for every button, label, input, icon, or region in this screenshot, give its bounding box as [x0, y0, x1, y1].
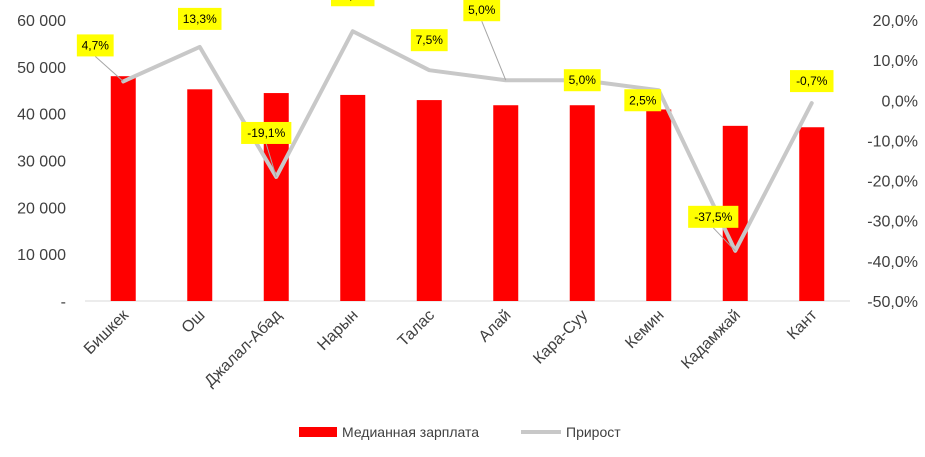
data-labels: 4,7% 13,3% -19,1% 17,2% 7,5% 5,0% 5,0% 2,5% -37,…: [76, 0, 834, 252]
left-tick-label: 40 000: [17, 107, 66, 124]
data-label-box: [178, 7, 222, 30]
bar: [110, 76, 136, 301]
bar: [799, 127, 825, 301]
data-label-box: [463, 0, 501, 22]
category-label: Кадамжай: [678, 307, 744, 373]
data-label: 2,5%: [629, 93, 657, 107]
data-label: 13,3%: [183, 12, 217, 26]
bar: [493, 105, 519, 301]
category-label: Алай: [476, 307, 515, 346]
data-label-box: [410, 29, 448, 52]
left-tick-label: 10 000: [17, 247, 66, 264]
data-label: 17,2%: [336, 0, 370, 2]
bar: [569, 105, 595, 301]
left-tick-label: 50 000: [17, 60, 66, 77]
data-label-box: [688, 205, 739, 228]
right-tick-label: 20,0%: [873, 13, 918, 30]
category-label: Ош: [179, 307, 209, 337]
data-label: 5,0%: [468, 3, 496, 17]
data-label: 4,7%: [82, 38, 110, 52]
right-tick-label: -40,0%: [867, 254, 918, 271]
bar: [416, 100, 442, 302]
category-label: Бишкек: [81, 306, 133, 358]
legend-label-bar: Медианная зарплата: [342, 424, 479, 440]
right-tick-label: -10,0%: [867, 133, 918, 150]
left-tick-label: 30 000: [17, 154, 66, 171]
data-label-box: [563, 69, 601, 92]
data-label: 5,0%: [569, 73, 597, 87]
category-label: Кара-Суу: [530, 307, 591, 368]
bar: [340, 94, 366, 301]
line-series: [121, 29, 814, 253]
category-label: Кемин: [622, 307, 667, 352]
category-label: Нарын: [314, 307, 361, 354]
left-axis: - 10 000 20 000 30 000 40 000 50 000 60 000: [17, 13, 66, 311]
label-leader-line: [94, 56, 124, 82]
label-leader-line: [712, 227, 736, 252]
right-tick-label: -50,0%: [867, 294, 918, 311]
left-tick-label: 60 000: [17, 13, 66, 30]
growth-line: [121, 29, 814, 253]
label-leader-line: [481, 21, 507, 81]
data-label-box: [790, 70, 834, 93]
right-tick-label: 10,0%: [873, 53, 918, 70]
right-tick-label: -30,0%: [867, 214, 918, 231]
data-label-box: [76, 34, 114, 57]
data-label-box: [331, 0, 375, 7]
bar-series: [110, 76, 825, 302]
legend-label-line: Прирост: [566, 424, 621, 440]
data-label: -19,1%: [247, 126, 285, 140]
left-tick-label: 20 000: [17, 200, 66, 217]
label-leader-line: [265, 143, 277, 178]
left-tick-label: -: [61, 294, 66, 311]
category-label: Джалал-Абад: [202, 306, 286, 390]
data-label: -0,7%: [796, 74, 828, 88]
legend: Медианная зарплата Прирост: [299, 424, 621, 440]
category-label: Талас: [395, 307, 438, 350]
data-label-box: [624, 89, 662, 112]
data-label: 7,5%: [416, 33, 444, 47]
bar: [187, 89, 213, 302]
data-label: -37,5%: [694, 210, 732, 224]
category-label: Кант: [784, 306, 821, 343]
legend-swatch-bar: [299, 427, 337, 437]
bar: [646, 109, 672, 302]
right-tick-label: -20,0%: [867, 174, 918, 191]
data-label-box: [241, 121, 292, 144]
right-axis: -50,0% -40,0% -30,0% -20,0% -10,0% 0,0% 10,0% 2…: [867, 13, 918, 311]
right-tick-label: 0,0%: [882, 93, 918, 110]
